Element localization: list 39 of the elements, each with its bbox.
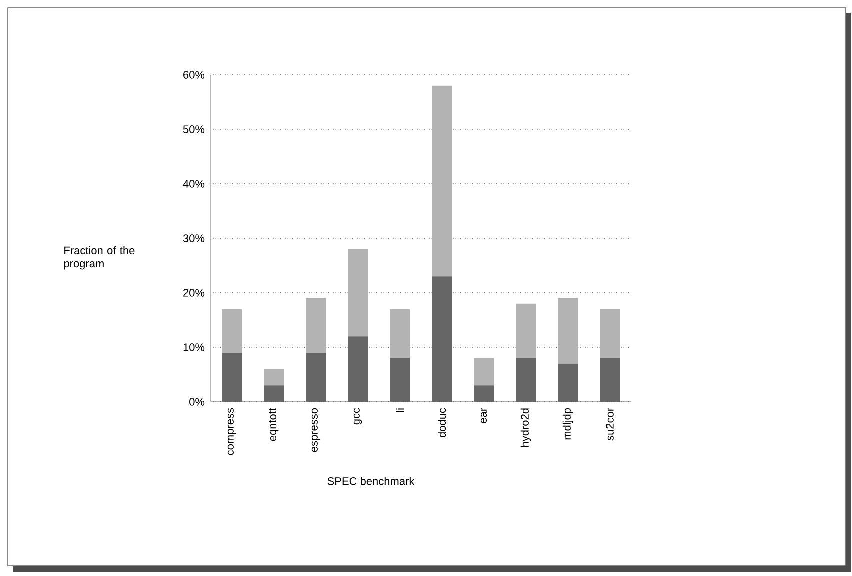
- y-tick-label: 50%: [183, 126, 205, 134]
- y-tick-label: 30%: [183, 234, 205, 242]
- y-tick-label: 40%: [183, 180, 205, 188]
- x-tick-label: ear: [480, 408, 488, 424]
- bar: [432, 86, 452, 277]
- bar: [558, 298, 578, 364]
- x-tick-label: eqntott: [269, 408, 279, 442]
- bar: [600, 358, 620, 402]
- y-tick-label: 10%: [184, 344, 205, 352]
- y-tick-label: 60%: [184, 71, 205, 79]
- bar: [222, 352, 242, 402]
- bar: [306, 298, 326, 353]
- x-tick-label: mdljdp: [562, 408, 574, 440]
- x-tick-label: doduc: [438, 408, 446, 438]
- x-tick-label: li: [396, 408, 404, 412]
- bar: [516, 358, 536, 402]
- bar: [222, 309, 242, 353]
- bar: [390, 358, 410, 402]
- bar: [474, 358, 494, 386]
- x-tick-label: gcc: [354, 408, 362, 425]
- bar: [474, 386, 494, 402]
- x-tick-label: espresso: [312, 408, 320, 452]
- bar: [264, 369, 284, 386]
- y-tick-label: 0%: [190, 398, 205, 406]
- x-tick-label: su2cor: [606, 408, 614, 441]
- x-tick-label: compress: [228, 408, 236, 456]
- x-tick-label: hydro2d: [520, 408, 532, 447]
- bar: [264, 386, 284, 402]
- bar: [348, 336, 368, 402]
- bar: [306, 352, 326, 402]
- y-tick-label: 20%: [184, 289, 205, 297]
- y-axis-title: Fraction of the program: [64, 246, 135, 270]
- bar: [348, 249, 368, 337]
- x-axis-title: SPEC benchmark: [328, 477, 415, 486]
- bar: [390, 309, 410, 358]
- bar: [432, 276, 452, 402]
- bar: [600, 309, 620, 358]
- bar: [516, 304, 536, 358]
- bar: [558, 364, 578, 402]
